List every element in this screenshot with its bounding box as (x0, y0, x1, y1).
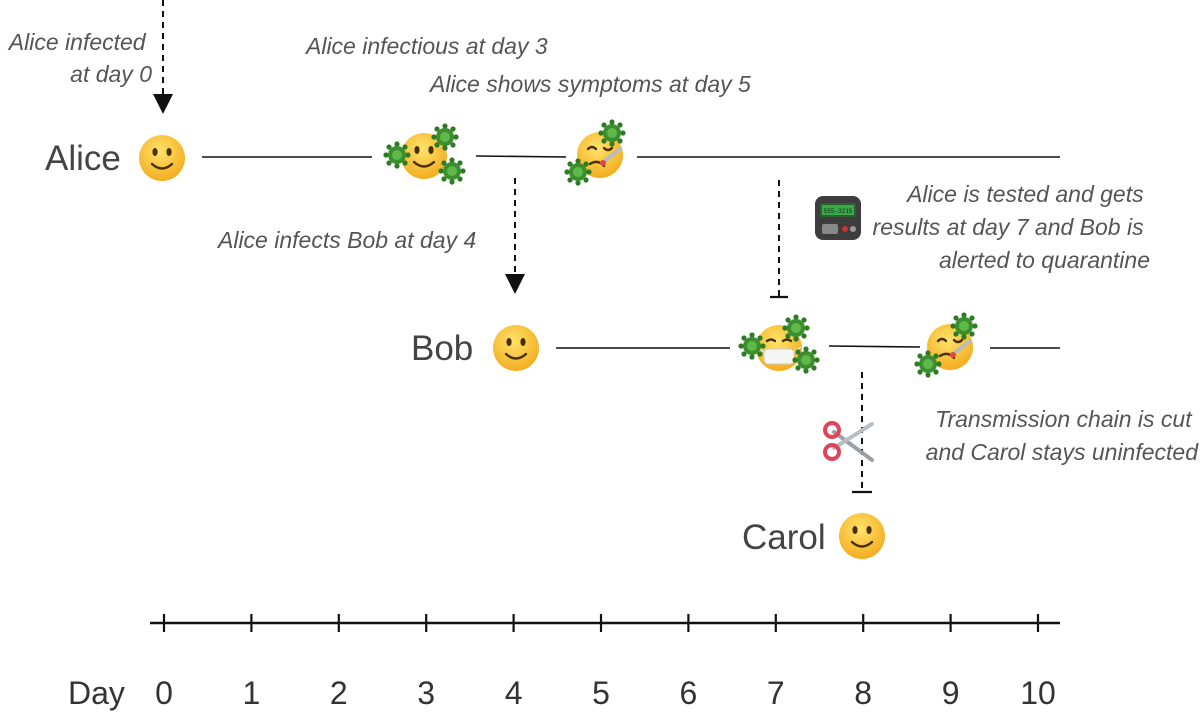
chain-cut-annotation: Transmission chain is cut and Carol stay… (926, 406, 1200, 465)
pager-display-text: 555-3215 (824, 208, 853, 215)
day-axis: Day 0 1 2 3 4 5 6 7 8 9 10 (68, 614, 1060, 711)
day-axis-tick-label: 8 (854, 675, 872, 711)
day-axis-tick-label: 3 (417, 675, 435, 711)
alice-infects-bob-annotation: Alice infects Bob at day 4 (216, 227, 476, 253)
day-axis-tick-label: 10 (1020, 675, 1056, 711)
bob-masked-face-icon (738, 314, 820, 374)
day-axis-tick-label: 0 (155, 675, 173, 711)
day-axis-tick-label: 9 (942, 675, 960, 711)
bob-sick-face-icon (914, 312, 978, 378)
carol-label: Carol (742, 518, 826, 557)
day-axis-tick-label: 1 (243, 675, 261, 711)
day-axis-tick-label: 4 (505, 675, 523, 711)
alice-infected-annotation: Alice infected at day 0 (7, 29, 152, 87)
bob-timeline-segment (828, 345, 921, 348)
day-axis-tick-label: 6 (680, 675, 698, 711)
day-axis-tick-label: 2 (330, 675, 348, 711)
alice-timeline-segment (475, 155, 567, 158)
alice-infectious-annotation: Alice infectious at day 3 (304, 33, 548, 59)
day-axis-tick-label: 7 (767, 675, 785, 711)
alice-label: Alice (45, 139, 121, 178)
bob-smiley-face-icon (491, 323, 541, 373)
scissors-icon (823, 421, 874, 462)
alice-smiley-face-icon (137, 133, 187, 183)
alice-virus-face-icon (383, 123, 466, 185)
day-axis-label: Day (68, 675, 125, 711)
alice-symptoms-annotation: Alice shows symptoms at day 5 (428, 71, 751, 97)
carol-smiley-face-icon (837, 511, 887, 561)
pager-icon: 555-3215 (815, 196, 861, 240)
day-axis-tick-label: 5 (592, 675, 610, 711)
bob-label: Bob (411, 329, 473, 368)
alice-sick-face-icon (564, 119, 626, 186)
alice-tested-annotation: Alice is tested and gets results at day … (873, 181, 1150, 273)
